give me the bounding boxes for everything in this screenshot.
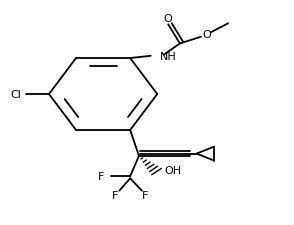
Text: O: O: [202, 30, 211, 40]
Text: Cl: Cl: [10, 90, 21, 100]
Text: F: F: [142, 190, 148, 200]
Text: O: O: [164, 14, 173, 23]
Text: OH: OH: [165, 166, 182, 176]
Text: NH: NH: [159, 52, 176, 61]
Text: F: F: [111, 190, 118, 200]
Text: F: F: [98, 171, 105, 181]
